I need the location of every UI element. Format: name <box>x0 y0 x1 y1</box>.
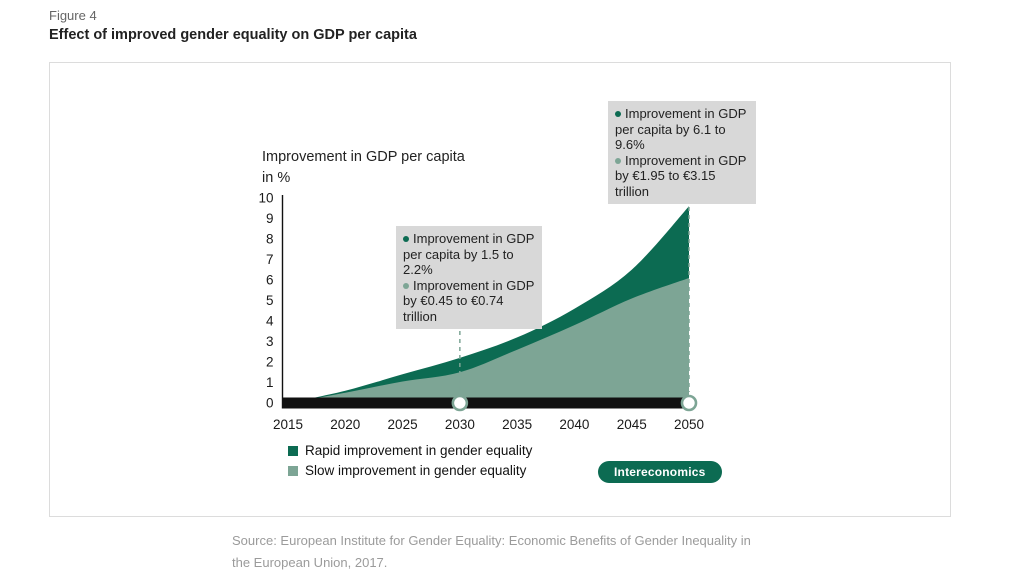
annotation-text: Improvement in GDP per capita by 1.5 to … <box>403 231 535 277</box>
source-line1: Source: European Institute for Gender Eq… <box>232 533 751 548</box>
intereconomics-badge: Intereconomics <box>598 461 722 483</box>
chart-canvas: 0 1 2 3 4 5 6 7 8 9 10 2015 2020 2025 2030 2035 2040 2045… <box>258 191 704 433</box>
y-tick-label: 3 <box>266 334 274 349</box>
legend-label: Slow improvement in gender equality <box>305 463 527 478</box>
y-tick-label: 9 <box>266 211 274 226</box>
source-note: Source: European Institute for Gender Eq… <box>232 530 751 573</box>
marker-2030 <box>451 394 469 412</box>
annotation-item: Improvement in GDP per capita by 6.1 to … <box>615 106 749 153</box>
x-tick-label: 2035 <box>502 417 532 432</box>
y-tick-label: 7 <box>266 252 274 267</box>
x-tick-label: 2020 <box>330 417 360 432</box>
y-tick-label: 6 <box>266 273 274 288</box>
y-tick-label: 0 <box>266 396 274 411</box>
figure-title: Effect of improved gender equality on GD… <box>49 27 417 43</box>
marker-2050 <box>680 394 698 412</box>
annotation-text: Improvement in GDP by €1.95 to €3.15 tri… <box>615 152 747 199</box>
annotation-2050: Improvement in GDP per capita by 6.1 to … <box>608 101 756 204</box>
x-tick-label: 2040 <box>559 417 589 432</box>
y-axis-title-line1: Improvement in GDP per capita <box>262 149 465 165</box>
y-axis-title-line2: in % <box>262 170 291 186</box>
bullet-rapid-icon <box>615 111 621 117</box>
bullet-slow-icon <box>403 282 409 289</box>
y-tick-label: 4 <box>266 314 274 329</box>
legend-item-rapid: Rapid improvement in gender equality <box>288 443 532 458</box>
legend-swatch-slow-icon <box>288 465 298 476</box>
x-axis-bar <box>282 397 694 409</box>
legend-item-slow: Slow improvement in gender equality <box>288 463 532 478</box>
bullet-slow-icon <box>615 157 621 164</box>
annotation-text: Improvement in GDP by €0.45 to €0.74 tri… <box>403 277 535 324</box>
y-tick-label: 5 <box>266 293 274 308</box>
legend-swatch-rapid-icon <box>288 445 298 456</box>
source-line2: the European Union, 2017. <box>232 554 388 570</box>
y-tick-label: 10 <box>258 191 273 206</box>
y-tick-label: 1 <box>266 375 274 390</box>
annotation-2030: Improvement in GDP per capita by 1.5 to … <box>396 226 542 329</box>
x-tick-label: 2015 <box>273 417 303 432</box>
x-tick-label: 2045 <box>617 417 647 432</box>
legend-label: Rapid improvement in gender equality <box>305 443 533 458</box>
annotation-text: Improvement in GDP per capita by 6.1 to … <box>615 106 747 152</box>
legend: Rapid improvement in gender equality Slo… <box>288 443 532 483</box>
x-tick-label: 2050 <box>674 417 704 432</box>
annotation-item: Improvement in GDP by €1.95 to €3.15 tri… <box>615 153 749 200</box>
x-tick-label: 2030 <box>445 417 475 432</box>
annotation-item: Improvement in GDP by €0.45 to €0.74 tri… <box>403 278 535 325</box>
y-tick-label: 8 <box>266 232 274 247</box>
figure-label: Figure 4 <box>49 8 97 23</box>
series-area-slow <box>288 277 689 403</box>
annotation-item: Improvement in GDP per capita by 1.5 to … <box>403 231 535 278</box>
bullet-rapid-icon <box>403 236 409 242</box>
x-tick-label: 2025 <box>388 417 418 432</box>
y-axis-title: Improvement in GDP per capita in % <box>262 147 465 189</box>
chart-panel: 0 1 2 3 4 5 6 7 8 9 10 2015 2020 2025 2030 2035 2040 2045… <box>49 62 951 517</box>
y-tick-label: 2 <box>266 355 274 370</box>
